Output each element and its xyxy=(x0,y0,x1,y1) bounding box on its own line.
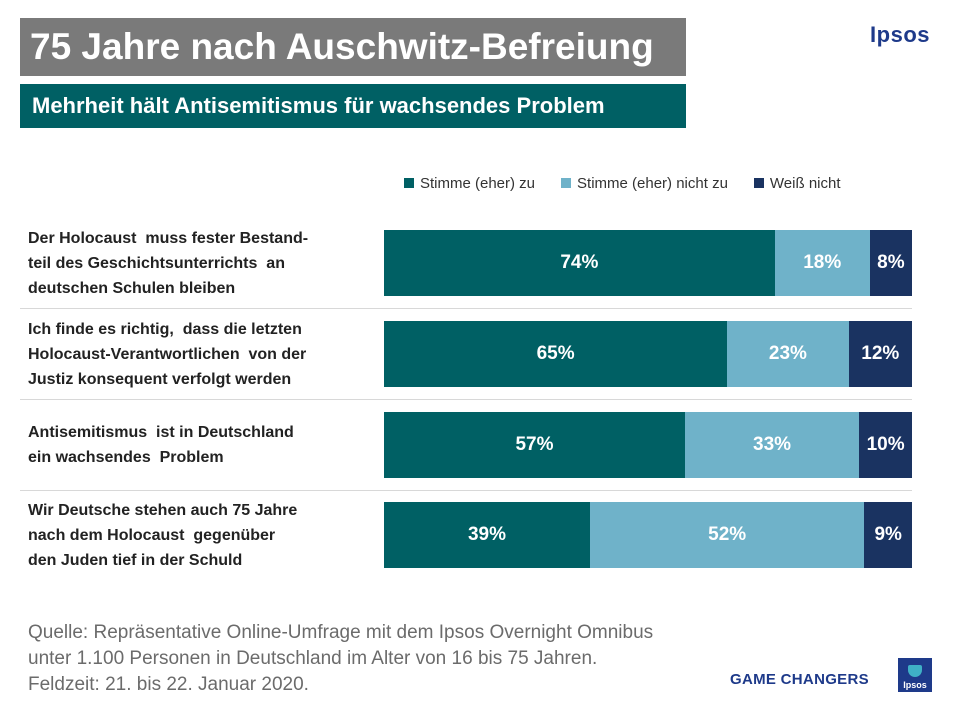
row-divider xyxy=(20,399,912,400)
chart-legend: Stimme (eher) zu Stimme (eher) nicht zu … xyxy=(404,172,841,194)
stacked-bar: 65% 23% 12% xyxy=(384,321,912,387)
data-label: 10% xyxy=(866,434,905,455)
ipsos-logo-mark-icon xyxy=(908,665,922,677)
data-label: 12% xyxy=(861,343,900,364)
data-label: 9% xyxy=(874,524,902,545)
category-label-line: ein wachsendes Problem xyxy=(28,449,224,466)
legend-label-dont-know: Weiß nicht xyxy=(769,174,841,192)
page-title-text: 75 Jahre nach Auschwitz-Befreiung xyxy=(30,26,654,67)
brand-logo-text: Ipsos xyxy=(870,22,930,47)
legend-swatch-dont-know xyxy=(753,178,764,188)
category-label: Der Holocaust muss fester Bestand-teil d… xyxy=(28,230,368,297)
category-label-line: Ich finde es richtig, dass die letzten xyxy=(28,320,302,338)
data-label: 33% xyxy=(753,434,792,455)
chart-row: Der Holocaust muss fester Bestand-teil d… xyxy=(20,230,912,309)
stacked-bar: 74% 18% 8% xyxy=(384,230,912,296)
source-line: Feldzeit: 21. bis 22. Januar 2020. xyxy=(28,674,309,695)
bar-segment: 52% xyxy=(589,502,865,568)
category-label-line: teil des Geschichtsunterrichts an xyxy=(28,254,285,272)
bar-segment: 23% xyxy=(727,321,849,387)
category-label-line: Justiz konsequent verfolgt werden xyxy=(28,370,292,388)
legend-item-agree: Stimme (eher) zu xyxy=(404,175,535,192)
bar-segment: 65% xyxy=(384,321,728,387)
legend-item-dont-know: Weiß nicht xyxy=(753,174,841,192)
chart-row: Wir Deutsche stehen auch 75 Jahre nach de… xyxy=(20,502,912,569)
data-label: 74% xyxy=(560,252,599,273)
stacked-bar: 39% 52% 9% xyxy=(384,502,912,568)
category-label-line: den Juden tief in der Schuld xyxy=(28,551,243,569)
legend-swatch-agree xyxy=(404,178,414,188)
data-label: 39% xyxy=(467,524,506,545)
data-label: 18% xyxy=(803,252,842,273)
category-label: Antisemitismus ist in Deutschland ein wac… xyxy=(28,412,368,478)
page-title: 75 Jahre nach Auschwitz-Befreiung xyxy=(20,18,686,76)
category-label: Wir Deutsche stehen auch 75 Jahre nach de… xyxy=(28,502,368,569)
category-label-line: deutschen Schulen bleiben xyxy=(28,279,236,297)
chart-row: Antisemitismus ist in Deutschland ein wac… xyxy=(20,412,912,491)
data-label: 65% xyxy=(536,343,575,364)
data-label: 8% xyxy=(877,252,905,273)
legend-item-disagree: Stimme (eher) nicht zu xyxy=(561,175,728,192)
page-subtitle: Mehrheit hält Antisemitismus für wachsen… xyxy=(20,84,686,128)
legend-swatch-disagree xyxy=(561,178,572,188)
source-note: Quelle: Repräsentative Online-Umfrage mi… xyxy=(28,620,653,698)
row-divider xyxy=(20,308,912,309)
source-line: Quelle: Repräsentative Online-Umfrage mi… xyxy=(28,622,654,643)
data-label: 52% xyxy=(708,524,747,545)
bar-segment: 33% xyxy=(684,412,860,478)
tagline: GAME CHANGERS xyxy=(730,671,869,688)
stacked-bar: 57% 33% 10% xyxy=(384,412,912,478)
data-label: 57% xyxy=(515,434,554,455)
chart-row: Ich finde es richtig, dass die letzten Ho… xyxy=(20,321,912,400)
bar-segment: 9% xyxy=(864,502,912,568)
category-label-line: Antisemitismus ist in Deutschland xyxy=(28,424,294,441)
page-subtitle-text: Mehrheit hält Antisemitismus für wachsen… xyxy=(32,93,605,118)
bar-segment: 12% xyxy=(848,321,912,387)
category-label-line: Der Holocaust muss fester Bestand- xyxy=(28,229,309,247)
data-label: 23% xyxy=(768,343,807,364)
bar-segment: 74% xyxy=(384,230,775,296)
bar-segment: 57% xyxy=(384,412,685,478)
bar-segment: 18% xyxy=(774,230,870,296)
ipsos-logo: Ipsos xyxy=(898,658,932,692)
category-label-line: Wir Deutsche stehen auch 75 Jahre xyxy=(28,501,298,519)
bar-segment: 10% xyxy=(859,412,912,478)
category-label-line: Holocaust-Verantwortlichen von der xyxy=(28,345,307,363)
category-label-line: nach dem Holocaust gegenüber xyxy=(28,526,276,544)
source-line: unter 1.100 Personen in Deutschland im A… xyxy=(28,648,598,669)
legend-label-disagree: Stimme (eher) nicht zu xyxy=(577,174,728,192)
bar-segment: 39% xyxy=(384,502,590,568)
row-divider xyxy=(20,490,912,491)
category-label: Ich finde es richtig, dass die letzten Ho… xyxy=(28,321,368,388)
ipsos-logo-text: Ipsos xyxy=(903,680,927,690)
legend-label-agree: Stimme (eher) zu xyxy=(420,174,536,192)
bar-segment: 8% xyxy=(869,230,912,296)
